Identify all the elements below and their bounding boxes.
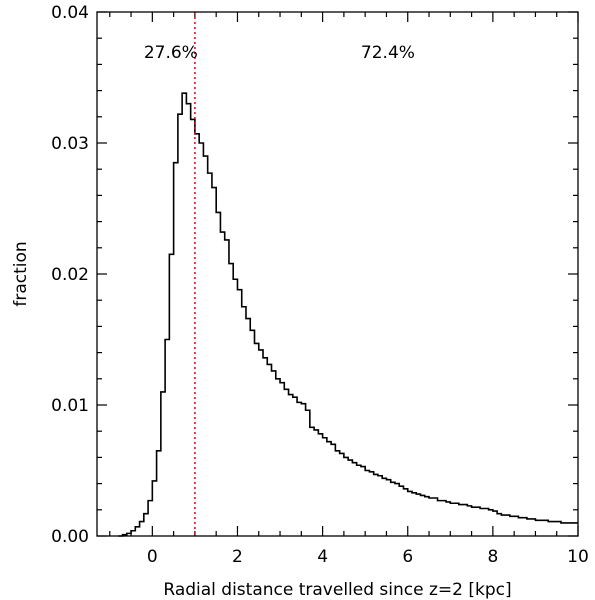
x-tick-label: 0 — [147, 547, 158, 567]
x-tick-label: 6 — [402, 547, 413, 567]
y-tick-label: 0.04 — [51, 3, 89, 23]
plot-frame — [96, 11, 579, 537]
x-axis-label: Radial distance travelled since z=2 [kpc… — [163, 580, 511, 600]
x-tick-label: 2 — [232, 547, 243, 567]
annotations: 27.6% 72.4% — [144, 43, 415, 63]
tick-labels: 0 2 4 6 8 10 0.00 0.01 0.02 0.03 0.04 — [51, 3, 589, 567]
x-tick-label: 4 — [317, 547, 328, 567]
axis-ticks — [97, 11, 579, 537]
y-tick-label: 0.01 — [51, 396, 89, 416]
fraction-left-label: 27.6% — [144, 43, 198, 63]
y-axis-label: fraction — [11, 241, 31, 306]
histogram-step-line — [118, 92, 578, 537]
y-tick-label: 0.03 — [51, 134, 89, 154]
y-tick-label: 0.02 — [51, 265, 89, 285]
x-tick-label: 8 — [487, 547, 498, 567]
fraction-right-label: 72.4% — [361, 43, 415, 63]
x-tick-label: 10 — [567, 547, 589, 567]
y-tick-label: 0.00 — [51, 527, 89, 547]
